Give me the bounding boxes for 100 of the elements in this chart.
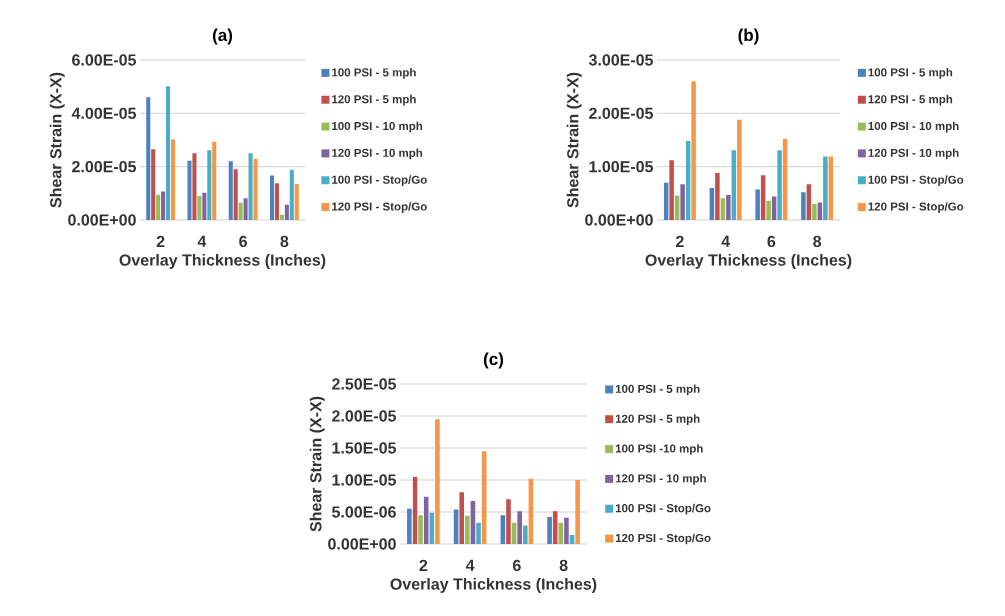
bar <box>207 150 212 220</box>
legend-label: 120 PSI - Stop/Go <box>615 533 711 545</box>
legend-label: 120 PSI - 5 mph <box>868 94 953 106</box>
bar <box>248 153 253 220</box>
bar <box>823 156 828 220</box>
legend-label: 120 PSI - 10 mph <box>615 473 706 485</box>
bar <box>228 161 233 220</box>
bar <box>777 150 782 220</box>
bar <box>547 517 552 544</box>
bar <box>755 189 760 220</box>
bar <box>669 160 674 220</box>
y-tick-label: 2.50E-05 <box>332 378 397 390</box>
bar <box>187 160 192 220</box>
bar <box>680 184 685 220</box>
x-tick-label: 8 <box>559 559 568 572</box>
x-tick-label: 4 <box>721 235 730 247</box>
y-tick-label: 1.00E-05 <box>332 474 397 486</box>
bar <box>253 158 258 220</box>
legend-label: 120 PSI - 10 mph <box>332 148 423 160</box>
y-axis-title: Shear Strain (X-X) <box>309 396 325 532</box>
x-tick-label: 8 <box>280 235 289 248</box>
bar <box>817 202 823 220</box>
y-tick-label: 3.00E-05 <box>588 54 654 66</box>
x-tick-label: 8 <box>813 235 822 248</box>
bar <box>812 203 817 220</box>
bar <box>715 173 720 220</box>
bar <box>294 183 299 220</box>
x-tick-label: 2 <box>419 559 428 571</box>
bar <box>674 195 680 220</box>
bar <box>459 492 465 544</box>
bar <box>552 511 558 544</box>
bar <box>156 194 161 220</box>
legend-label: 100 PSI - 10 mph <box>332 121 423 133</box>
bar <box>166 86 171 220</box>
bar <box>564 517 569 544</box>
x-tick-label: 2 <box>156 235 165 247</box>
bar <box>212 141 217 220</box>
bar <box>766 200 771 220</box>
y-tick-label: 2.00E-05 <box>332 410 397 422</box>
bar <box>170 139 176 220</box>
legend-label: 100 PSI - 5 mph <box>615 384 700 396</box>
bar <box>284 204 289 220</box>
bar <box>243 198 248 220</box>
y-tick-label: 6.00E-05 <box>72 54 137 66</box>
bar <box>720 198 726 220</box>
bar <box>517 511 522 544</box>
legend-label: 100 PSI - Stop/Go <box>868 175 964 187</box>
legend-label: 120 PSI - Stop/Go <box>868 202 964 213</box>
y-tick-label: 1.50E-05 <box>332 442 397 454</box>
legend-label: 120 PSI - 10 mph <box>868 148 959 160</box>
bar <box>146 97 151 220</box>
bar <box>161 191 166 220</box>
bar <box>238 202 243 220</box>
legend-label: 120 PSI - 5 mph <box>332 94 416 106</box>
y-tick-label: 0.00E+00 <box>585 214 653 226</box>
legend-label: 120 PSI - 5 mph <box>615 414 700 426</box>
y-tick-label: 5.00E-06 <box>332 506 396 518</box>
bar <box>279 214 284 220</box>
bar <box>435 419 440 544</box>
bar <box>192 153 197 220</box>
bar <box>522 525 528 544</box>
bar <box>726 194 731 220</box>
bar <box>197 195 202 220</box>
y-tick-label: 2.00E-05 <box>72 161 137 173</box>
legend-label: 100 PSI - Stop/Go <box>332 175 427 187</box>
x-tick-label: 6 <box>513 559 521 572</box>
x-tick-label: 6 <box>239 235 247 248</box>
legend-label: 100 PSI - 5 mph <box>332 68 416 79</box>
bar <box>289 169 294 220</box>
bar <box>737 119 742 220</box>
x-axis-title: Overlay Thickness (Inches) <box>119 253 326 269</box>
chart-title: (b) <box>738 28 759 45</box>
y-tick-label: 1.00E-05 <box>589 161 654 173</box>
y-tick-label: 0.00E+00 <box>328 538 396 550</box>
x-tick-label: 4 <box>465 559 475 571</box>
bar <box>418 515 423 544</box>
chart-title: (a) <box>212 28 233 45</box>
x-axis-title: Overlay Thickness (Inches) <box>390 577 597 593</box>
bar <box>233 169 238 220</box>
bar <box>202 192 207 220</box>
bar <box>801 192 806 220</box>
bar <box>506 499 511 544</box>
bar <box>429 512 435 544</box>
x-axis-title: Overlay Thickness (Inches) <box>645 253 852 269</box>
x-tick-label: 6 <box>767 235 776 248</box>
bar <box>465 515 470 544</box>
x-tick-label: 2 <box>675 235 684 247</box>
legend-label: 120 PSI - Stop/Go <box>332 202 427 213</box>
y-tick-label: 0.00E+00 <box>68 214 136 226</box>
chart-title: (c) <box>483 352 504 369</box>
legend-label: 100 PSI - 10 mph <box>868 121 959 133</box>
bar <box>274 183 279 220</box>
legend-label: 100 PSI - 5 mph <box>868 68 953 79</box>
bar <box>476 522 481 544</box>
legend-label: 100 PSI -10 mph <box>615 444 703 455</box>
y-axis-title: Shear Strain (X-X) <box>566 72 582 208</box>
x-tick-label: 4 <box>197 235 207 247</box>
bar <box>269 175 275 220</box>
bar <box>151 149 156 220</box>
bar <box>575 479 580 544</box>
